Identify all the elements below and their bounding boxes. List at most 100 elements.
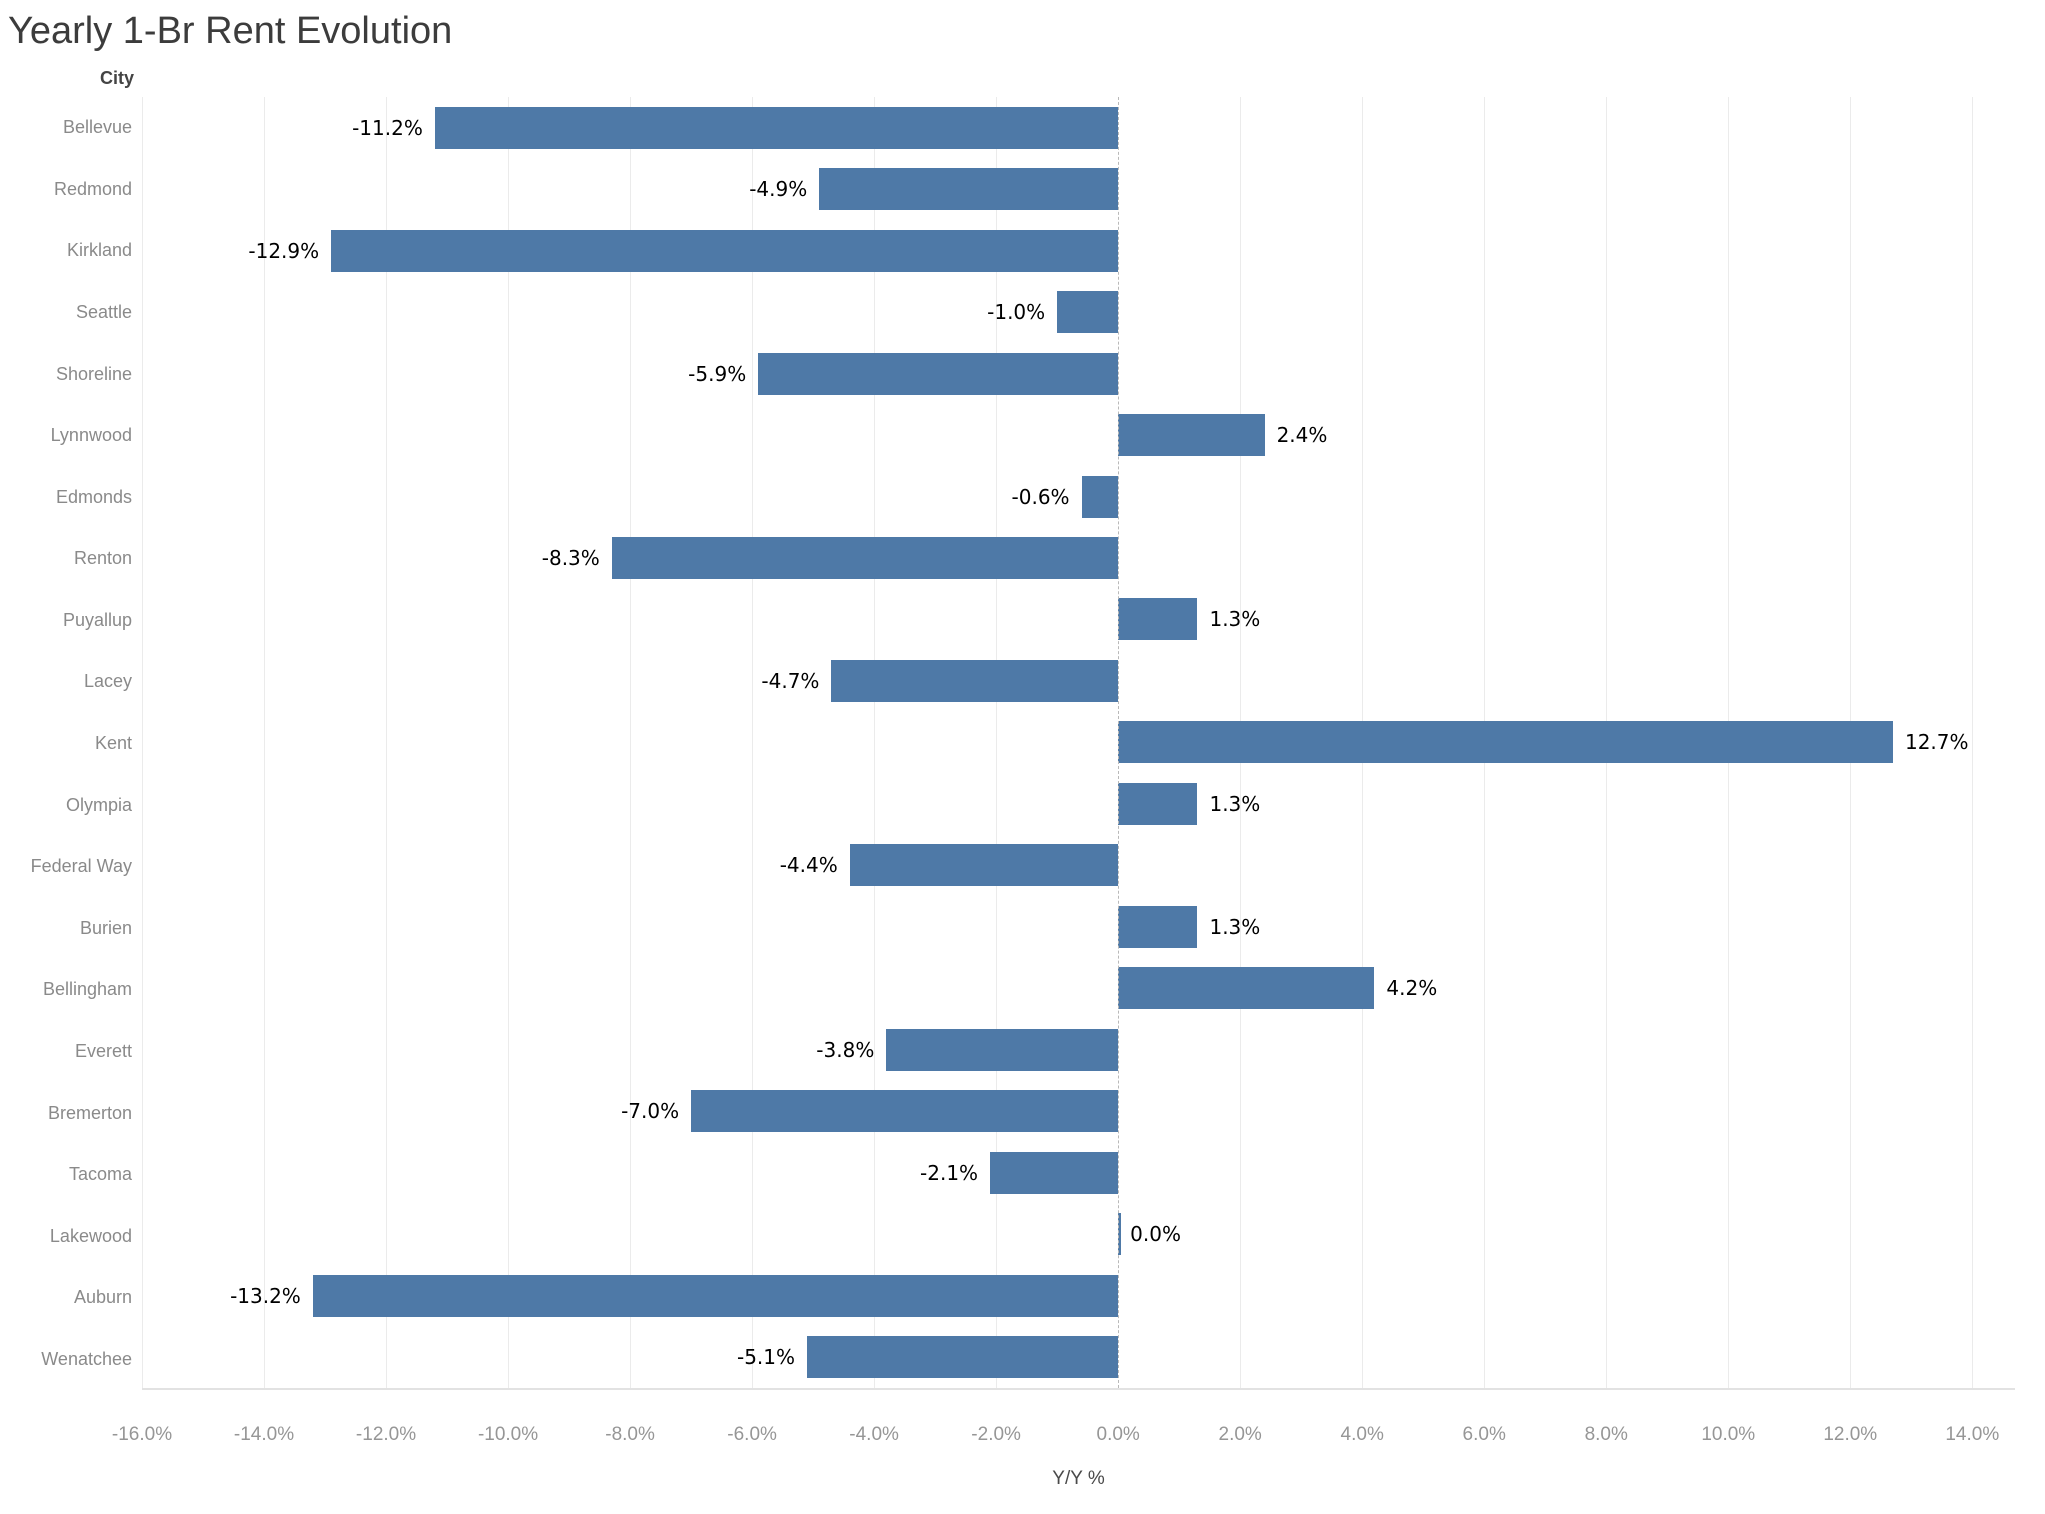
value-label: -11.2% [352, 115, 423, 140]
x-tick-label: 12.0% [1823, 1424, 1878, 1445]
gridline [264, 97, 266, 1388]
x-tick-label: 8.0% [1584, 1424, 1628, 1445]
bar-row: -1.0% [142, 281, 2015, 342]
bar[interactable] [331, 229, 1119, 272]
x-tick-label: 6.0% [1462, 1424, 1506, 1445]
bar-row: -3.8% [142, 1019, 2015, 1080]
gridline [508, 97, 510, 1388]
bar-row: 2.4% [142, 404, 2015, 465]
bar-row: -7.0% [142, 1081, 2015, 1142]
gridline [996, 97, 998, 1388]
bar[interactable] [1118, 414, 1265, 457]
x-tick-label: 4.0% [1340, 1424, 1384, 1445]
gridline [386, 97, 388, 1388]
x-tick-label: -12.0% [355, 1424, 417, 1445]
bar[interactable] [1118, 905, 1198, 948]
x-axis-tick-labels: -16.0% -14.0% -12.0% -10.0% -8.0% -6.0% -4.0% -… [112, 1424, 2015, 1454]
city-label: Lynnwood [50, 425, 132, 446]
city-label: Olympia [65, 794, 132, 815]
bar-row: -4.7% [142, 650, 2015, 711]
bar[interactable] [831, 659, 1119, 702]
x-tick-label: 0.0% [1096, 1424, 1140, 1445]
bar[interactable] [1057, 291, 1119, 334]
x-tick-label: -16.0% [111, 1424, 173, 1445]
bar[interactable] [849, 844, 1119, 887]
city-label: Tacoma [68, 1164, 132, 1185]
city-label: Bremerton [47, 1102, 132, 1123]
bar[interactable] [1118, 721, 1893, 764]
value-label: -4.7% [761, 668, 820, 693]
city-label: Redmond [53, 178, 132, 199]
city-label: Kirkland [66, 240, 132, 261]
city-label: Burien [79, 917, 132, 938]
value-label: 12.7% [1904, 730, 1969, 755]
gridline [874, 97, 876, 1388]
city-label: Everett [74, 1040, 132, 1061]
value-label: -7.0% [621, 1099, 680, 1124]
x-tick-label: -2.0% [971, 1424, 1021, 1445]
city-label: Seattle [75, 302, 132, 323]
value-label: -5.1% [736, 1345, 796, 1370]
bar-row: -4.4% [142, 835, 2015, 896]
city-label-column: Bellevue Redmond Kirkland Seattle Shoreline L… [0, 97, 134, 1390]
bar-row: 0.0% [142, 1203, 2015, 1264]
city-label: Shoreline [55, 363, 132, 384]
bar-rows: -11.2% -4.9% -12.9% -1.0% -5.9% 2.4% -0.6% -8.3… [142, 97, 2015, 1388]
bar[interactable] [1118, 598, 1198, 641]
bar[interactable] [886, 1028, 1119, 1071]
city-label: Puyallup [62, 609, 132, 630]
bar[interactable] [807, 1336, 1119, 1379]
bar[interactable] [819, 168, 1119, 211]
city-label: Renton [73, 548, 132, 569]
x-tick-label: -10.0% [477, 1424, 539, 1445]
bar-row: 1.3% [142, 773, 2015, 834]
plot-area: -11.2% -4.9% -12.9% -1.0% -5.9% 2.4% -0.6% -8.3… [142, 97, 2015, 1390]
bar[interactable] [434, 106, 1119, 149]
city-column-header: City [99, 68, 134, 88]
value-label: 1.3% [1209, 791, 1261, 816]
value-label: -3.8% [816, 1037, 875, 1062]
value-label: -13.2% [230, 1283, 301, 1308]
city-label: Auburn [73, 1287, 132, 1308]
city-label: Bellingham [42, 979, 132, 1000]
bar-row: -4.9% [142, 158, 2015, 219]
gridline [142, 97, 143, 1388]
value-label: -5.9% [688, 361, 747, 386]
x-tick-label: 2.0% [1218, 1424, 1262, 1445]
value-label: -12.9% [248, 238, 320, 263]
bar[interactable] [758, 352, 1119, 395]
gridline [630, 97, 632, 1388]
city-label: Wenatchee [41, 1348, 132, 1369]
bar[interactable] [611, 537, 1119, 580]
zero-line [1118, 97, 1120, 1388]
city-label: Federal Way [30, 856, 132, 877]
value-label: -8.3% [541, 546, 600, 571]
x-tick-label: -14.0% [233, 1424, 295, 1445]
gridline [1972, 97, 1974, 1388]
x-tick-label: -6.0% [727, 1424, 777, 1445]
chart-title: Yearly 1-Br Rent Evolution [8, 10, 453, 52]
x-tick-label: -4.0% [849, 1424, 899, 1445]
bar[interactable] [990, 1151, 1119, 1194]
bar[interactable] [1118, 967, 1375, 1010]
bar-row: 1.3% [142, 589, 2015, 650]
value-label: -2.1% [920, 1160, 979, 1185]
value-label: 2.4% [1276, 423, 1328, 448]
gridline [752, 97, 754, 1388]
bar[interactable] [1118, 1213, 1122, 1256]
bar[interactable] [691, 1090, 1119, 1133]
bar[interactable] [1081, 475, 1119, 518]
bar[interactable] [312, 1274, 1119, 1317]
bar-row: -11.2% [142, 97, 2015, 158]
value-label: -4.4% [779, 853, 838, 878]
bar[interactable] [1118, 782, 1198, 825]
bar-row: -5.9% [142, 343, 2015, 404]
bar-row: -13.2% [142, 1265, 2015, 1326]
x-tick-label: -8.0% [605, 1424, 655, 1445]
bar-row: -2.1% [142, 1142, 2015, 1203]
bar-row: -0.6% [142, 466, 2015, 527]
city-label: Bellevue [62, 117, 132, 138]
value-label: -1.0% [987, 300, 1046, 325]
city-label: Lakewood [49, 1225, 132, 1246]
value-label: 0.0% [1130, 1222, 1181, 1247]
